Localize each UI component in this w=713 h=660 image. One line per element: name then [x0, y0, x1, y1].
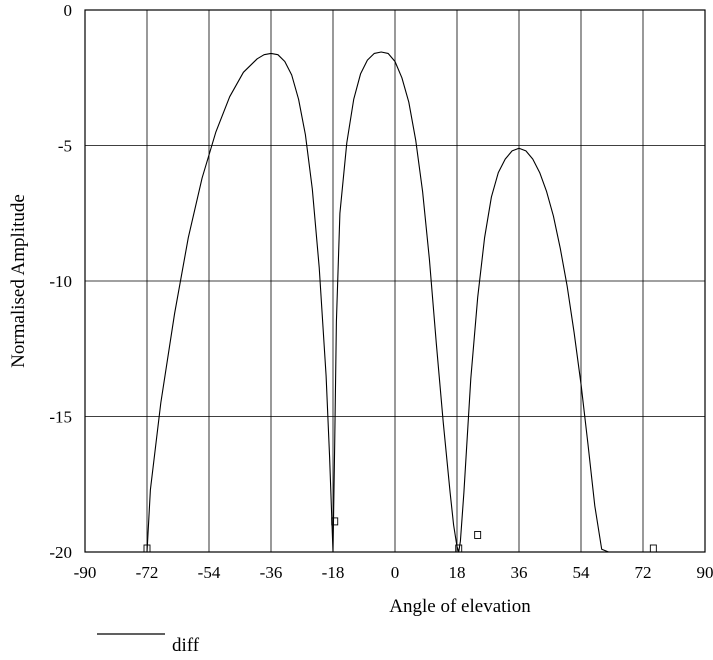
x-tick-label: 90: [697, 563, 713, 582]
y-tick-label: -15: [49, 408, 72, 427]
y-tick-label: -20: [49, 543, 72, 562]
x-tick-label: -54: [198, 563, 221, 582]
legend: diff: [97, 633, 200, 656]
data-marker: [143, 544, 151, 553]
y-tick-label: -5: [58, 137, 72, 156]
y-tick-label: -10: [49, 272, 72, 291]
x-tick-label: 72: [635, 563, 652, 582]
y-axis-ticks: 0 -5 -10 -15 -20: [49, 1, 72, 562]
x-tick-label: -18: [322, 563, 345, 582]
legend-label: diff: [172, 635, 200, 656]
x-axis-title: Angle of elevation: [389, 596, 531, 617]
data-marker: [474, 531, 482, 539]
series-line-diff: [146, 51, 654, 553]
data-marker: [331, 517, 339, 526]
grid: [85, 10, 705, 552]
data-marker: [455, 544, 463, 553]
x-tick-label: -72: [136, 563, 159, 582]
x-tick-label: -36: [260, 563, 283, 582]
x-axis-ticks: -90 -72 -54 -36 -18 0 18 36 54 72 90: [74, 563, 713, 582]
y-tick-label: 0: [64, 1, 73, 20]
y-axis-title: Normalised Amplitude: [8, 194, 29, 368]
x-tick-label: -90: [74, 563, 97, 582]
x-tick-label: 18: [449, 563, 466, 582]
series-layer: [146, 51, 654, 553]
x-tick-label: 0: [391, 563, 400, 582]
data-marker: [649, 544, 657, 553]
markers: [143, 517, 657, 553]
plot-frame: [84, 9, 706, 553]
x-tick-label: 36: [511, 563, 528, 582]
x-tick-label: 54: [573, 563, 591, 582]
